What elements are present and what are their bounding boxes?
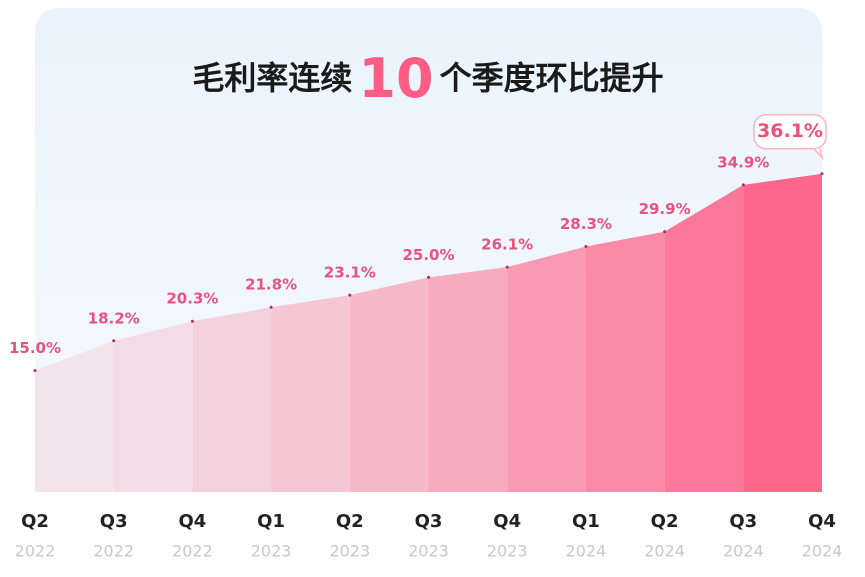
x-tick-sublabel: 2022 (93, 542, 134, 561)
data-point (584, 245, 588, 249)
title-highlight: 10 (358, 47, 433, 110)
area-segment (428, 267, 508, 492)
x-tick-label: Q3 (415, 511, 443, 532)
x-tick-sublabel: 2023 (251, 542, 292, 561)
area-segment (664, 184, 744, 492)
x-tick-sublabel: 2024 (723, 542, 764, 561)
value-label: 23.1% (324, 264, 376, 282)
x-tick-sublabel: 2023 (408, 542, 449, 561)
data-point (33, 369, 37, 373)
x-tick-sublabel: 2024 (644, 542, 685, 561)
x-tick-sublabel: 2024 (566, 542, 607, 561)
x-tick-label: Q2 (336, 511, 364, 532)
value-label: 34.9% (717, 153, 769, 171)
highlight-box (753, 113, 827, 150)
x-tick-label: Q4 (808, 511, 836, 532)
data-point (663, 230, 667, 234)
value-label: 20.3% (166, 290, 218, 308)
area-segment (192, 307, 272, 492)
value-label: 36.1% (757, 120, 823, 142)
area-segment (507, 246, 586, 492)
title-part: 毛利率连续 (192, 59, 352, 97)
x-tick-label: Q1 (572, 511, 600, 532)
title-part: 个季度环比提升 (440, 59, 664, 97)
x-tick-sublabel: 2022 (15, 542, 56, 561)
x-tick-label: Q1 (257, 511, 285, 532)
x-tick-label: Q4 (493, 511, 521, 532)
area-segment (35, 340, 114, 492)
area-segment (113, 321, 193, 492)
data-point (505, 265, 509, 269)
x-tick-label: Q3 (100, 511, 128, 532)
value-label: 18.2% (88, 309, 140, 327)
data-point (427, 275, 430, 279)
data-point (741, 183, 745, 187)
data-point (190, 319, 194, 323)
value-label: 29.9% (639, 200, 691, 218)
chart-title: 毛利率连续 10 个季度环比提升 (192, 47, 663, 110)
value-label: 21.8% (245, 276, 297, 294)
data-point (112, 339, 116, 343)
data-point (269, 305, 273, 309)
area-segment (349, 277, 429, 492)
value-label: 26.1% (481, 236, 533, 254)
data-point (820, 172, 824, 176)
x-tick-sublabel: 2023 (487, 542, 528, 561)
value-label: 28.3% (560, 215, 612, 233)
x-tick-label: Q2 (651, 511, 679, 532)
value-label: 15.0% (9, 339, 61, 357)
x-tick-sublabel: 2022 (172, 542, 213, 561)
area-segment (585, 231, 665, 492)
data-point (348, 293, 352, 297)
value-label: 25.0% (402, 246, 454, 264)
x-tick-sublabel: 2023 (329, 542, 370, 561)
x-tick-label: Q3 (729, 511, 757, 532)
x-tick-label: Q2 (21, 511, 49, 532)
highlight-pointer (813, 148, 824, 161)
area-segment (271, 295, 350, 492)
x-tick-sublabel: 2024 (802, 542, 843, 561)
x-tick-label: Q4 (178, 511, 206, 532)
area-segment (743, 173, 822, 492)
